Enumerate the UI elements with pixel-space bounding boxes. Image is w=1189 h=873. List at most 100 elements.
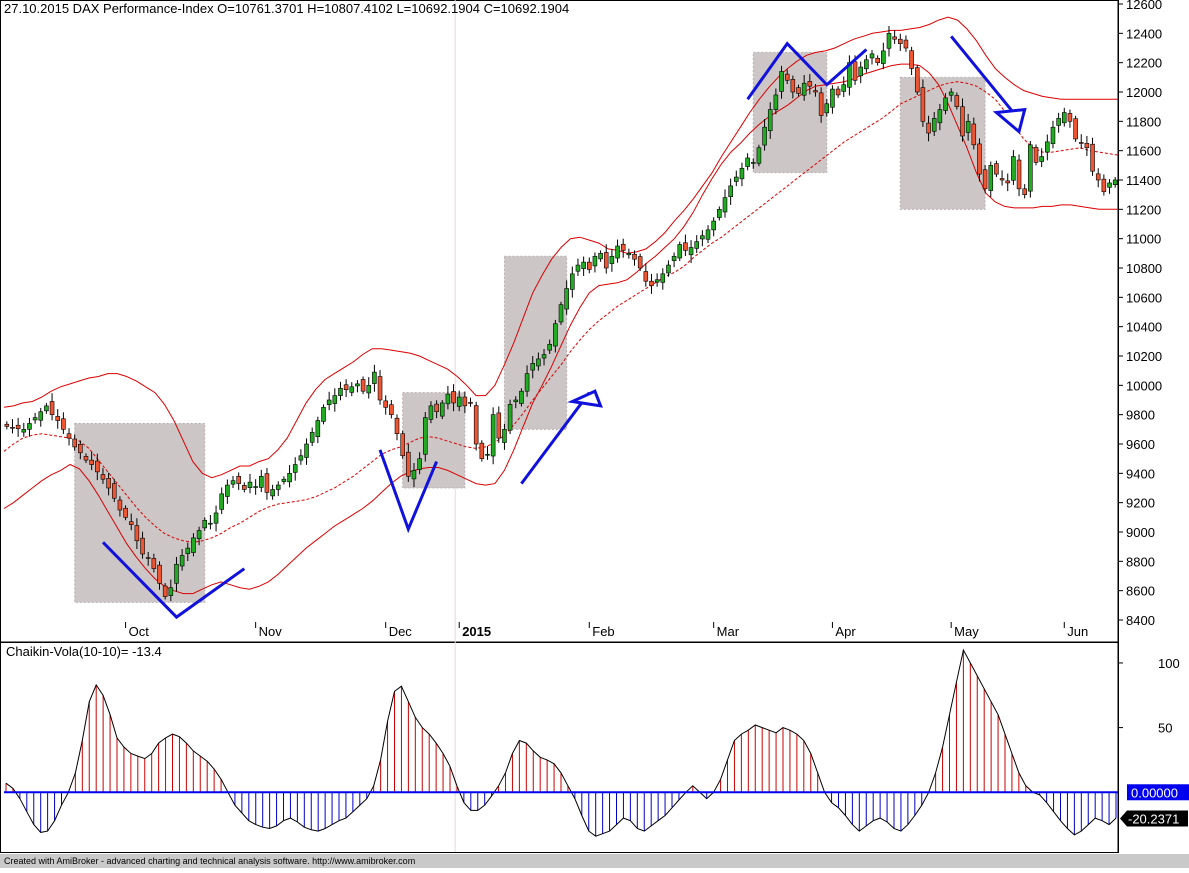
candle-body [705, 229, 711, 240]
pattern-box-5 [899, 76, 986, 210]
price-y-tick-label: 9800 [1126, 408, 1155, 423]
candle-body [626, 253, 632, 256]
candle-body [965, 121, 971, 133]
candle-body [304, 443, 309, 458]
candle-body [558, 304, 564, 323]
candle-body [1101, 178, 1107, 193]
candle-body [343, 384, 349, 391]
candle-body [451, 391, 456, 404]
candle-body [428, 405, 434, 420]
candle-body [434, 403, 439, 413]
candle-body [298, 455, 304, 461]
annotation-arrow-down-line [950, 35, 1015, 114]
candle-body [10, 426, 15, 429]
candle-body [332, 395, 338, 404]
candle-body [513, 399, 519, 403]
candle-body [898, 38, 903, 44]
candle-body [1033, 147, 1039, 163]
candle-body [762, 126, 767, 146]
candle-body [999, 178, 1005, 181]
candle-body [739, 167, 745, 180]
candle-body [592, 255, 598, 267]
candle-body [462, 396, 468, 407]
candle-body [519, 390, 524, 404]
price-y-tick-label: 11200 [1126, 202, 1161, 217]
candle-body [145, 557, 151, 559]
candle-body [502, 429, 507, 443]
candle-body [734, 176, 739, 182]
osc-y-tick-label: 50 [1158, 721, 1172, 736]
price-y-tick-label: 11600 [1126, 144, 1161, 159]
candle-body [717, 209, 722, 218]
candle-body [191, 537, 196, 553]
candle-body [78, 443, 83, 454]
candle-body [988, 165, 994, 191]
pattern-box-1 [74, 422, 206, 603]
candle-body [38, 411, 44, 421]
price-y-tick-label: 9200 [1126, 496, 1155, 511]
candle-body [711, 220, 716, 231]
candle-body [649, 280, 654, 286]
candle-body [479, 442, 485, 459]
candle-body [598, 253, 603, 260]
candle-body [609, 255, 615, 264]
candle-body [1056, 118, 1061, 126]
candle-body [349, 386, 355, 393]
candle-body [411, 470, 417, 480]
candle-body [767, 109, 773, 132]
candle-body [909, 50, 914, 69]
annotation-arrow-up-line [520, 391, 591, 485]
candle-body [496, 412, 502, 439]
candle-body [292, 464, 298, 473]
candle-body [44, 405, 49, 412]
candle-body [1067, 113, 1073, 122]
candle-body [83, 456, 89, 461]
candle-body [541, 354, 547, 359]
candle-body [892, 36, 897, 40]
annotation-arrow-up-head [567, 389, 603, 408]
annotation-v-dec [378, 449, 438, 534]
candle-body [366, 385, 372, 394]
candle-body [55, 416, 60, 421]
candle-body [423, 417, 428, 455]
candle-body [671, 255, 677, 261]
date-label: Oct [129, 624, 150, 639]
candle-body [287, 473, 292, 483]
date-label: Jun [1067, 624, 1088, 639]
candle-body [982, 169, 988, 190]
candle-body [784, 73, 790, 81]
candle-body [977, 143, 982, 175]
date-label: Feb [592, 624, 614, 639]
zero-value-label: 0.00000 [1131, 785, 1178, 800]
candle-body [852, 61, 858, 81]
candle-body [937, 109, 943, 124]
price-y-tick-label: 9400 [1126, 466, 1155, 481]
bollinger-upper-line [3, 16, 1118, 479]
price-y-tick-label: 10000 [1126, 378, 1162, 393]
candle-body [49, 401, 55, 415]
candle-body [666, 264, 671, 274]
candle-body [1112, 179, 1118, 185]
candle-body [620, 243, 626, 251]
annotation-m-mar [746, 41, 868, 101]
candle-body [66, 433, 72, 439]
candle-body [654, 279, 660, 283]
candle-body [4, 423, 10, 427]
candle-body [790, 79, 796, 93]
candle-body [1095, 173, 1101, 181]
candle-body [21, 429, 27, 433]
candle-body [208, 522, 213, 525]
candle-body [914, 67, 920, 93]
candle-body [247, 481, 253, 489]
oscillator-panel-frame [0, 642, 1119, 853]
candle-body [236, 475, 241, 484]
candle-body [242, 485, 247, 490]
candle-body [117, 499, 123, 511]
candle-body [140, 537, 145, 555]
candle-body [151, 558, 157, 569]
candle-body [920, 87, 926, 122]
candle-body [270, 489, 275, 497]
candle-body [1090, 143, 1095, 172]
candle-body [473, 405, 479, 445]
